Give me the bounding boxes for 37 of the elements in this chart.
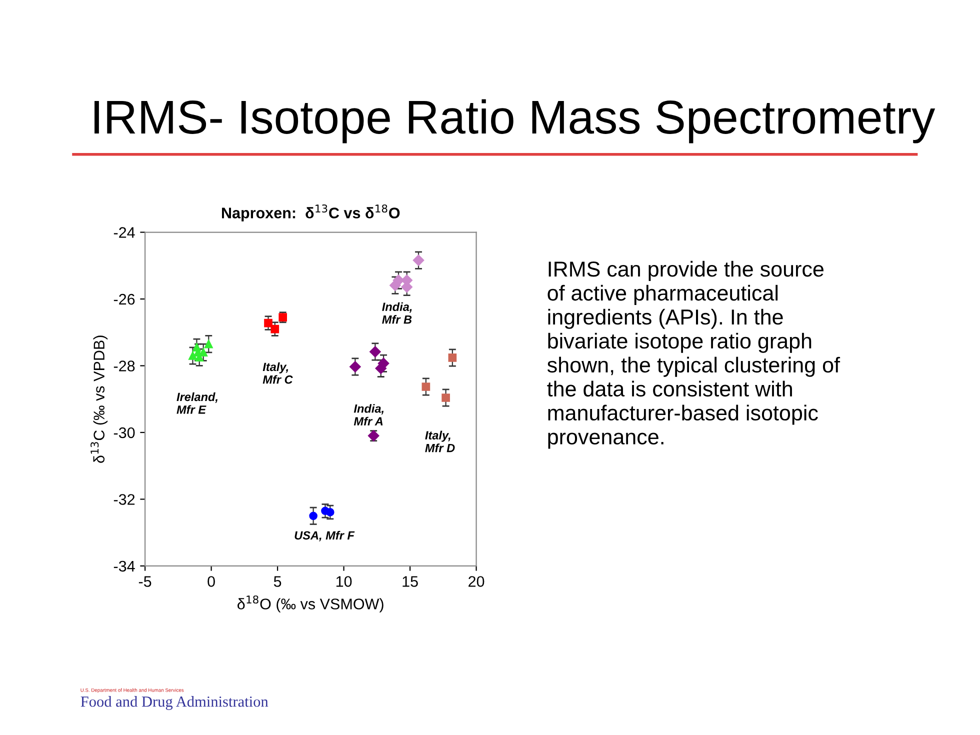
point [442,394,450,402]
x-tick-label: 20 [468,576,484,587]
y-tick-label: -30 [114,427,135,438]
point [392,274,404,286]
x-tick-label: -5 [138,576,152,587]
text: IRMS can provide the source of active pharmaceutical ingredients (APIs). In the bivariate isotope ratio graph shown, the typical clustering of the data is consistent with manufacturer-based isotopic provenance. [547,260,840,449]
x-axis-title: δ$^{18}$O (‰ vs VSMOW) [238,595,384,612]
y-tick-label: -28 [114,360,135,372]
x-tick-label: 15 [402,576,418,587]
point [204,340,213,348]
y-tick-label: -34 [114,560,135,572]
point [326,508,334,516]
x-tick-label: 5 [274,576,282,587]
annotation: Ireland, Mfr E [176,392,218,414]
point [422,382,430,391]
y-tick-label: -24 [114,227,135,238]
chart-subtitle: Naproxen: δ$^{13}$C vs δ$^{18}$O [222,204,400,222]
point [350,361,361,372]
text: Food and Drug Administration [80,696,268,710]
point [309,512,318,520]
point [412,254,424,266]
annotation: India, Mfr B [382,302,412,324]
y-tick-label: -26 [114,294,135,305]
annotation: India, Mfr A [354,404,384,426]
y-tick-label: -32 [114,494,135,505]
y-axis-title: δ$^{13}$C (‰ vs VPDB) [90,336,108,463]
point [448,354,457,362]
annotation: Italy, Mfr C [262,362,293,384]
chart-title: IRMS- Isotope Ratio Mass Spectrometry [94,99,936,144]
point [264,318,272,328]
annotation: USA, Mfr F [294,530,355,542]
point [370,346,381,358]
x-tick-label: 10 [336,576,352,587]
annotation: Italy, Mfr D [425,430,455,452]
point [188,352,197,360]
x-tick-label: 0 [208,576,215,587]
point [270,324,280,334]
